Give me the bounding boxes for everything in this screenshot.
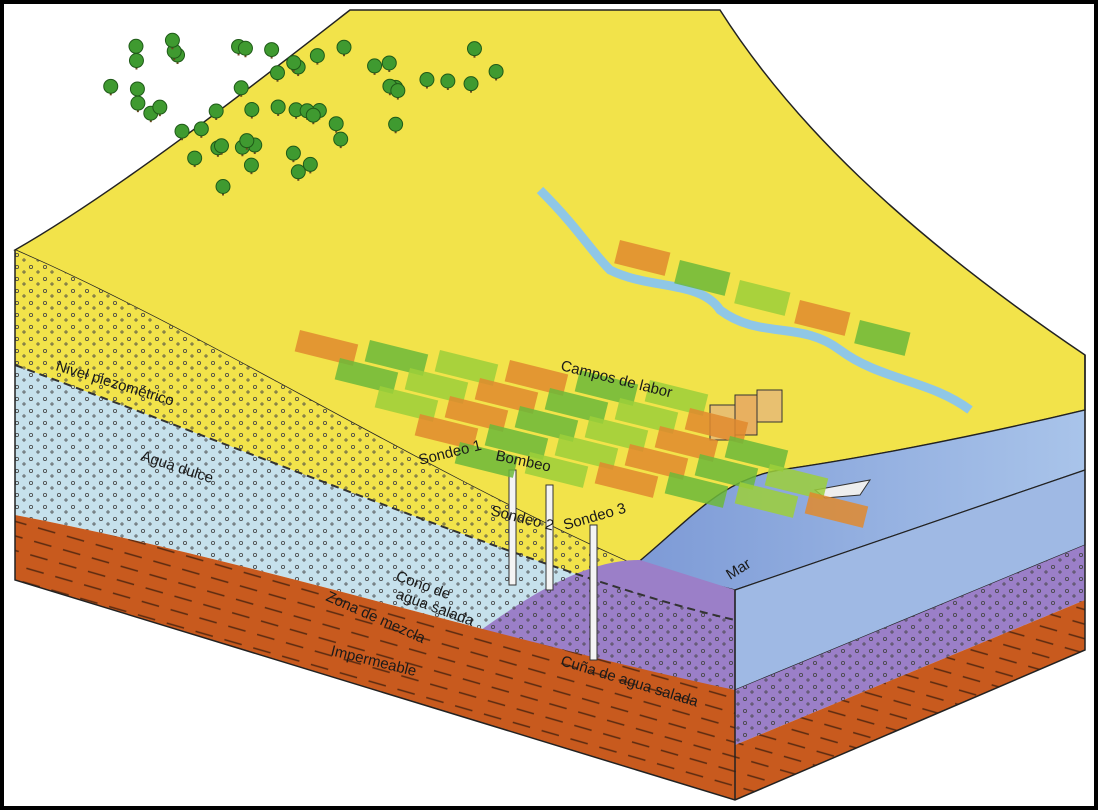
tree xyxy=(103,78,119,94)
impermeable-texture xyxy=(15,515,735,800)
tree xyxy=(237,40,253,56)
field xyxy=(574,370,639,406)
aquifer-texture xyxy=(15,365,735,690)
tree xyxy=(164,32,180,48)
field xyxy=(414,414,479,450)
field xyxy=(454,442,519,478)
field xyxy=(734,280,791,316)
well xyxy=(589,524,598,661)
field xyxy=(404,367,469,404)
field xyxy=(654,426,719,462)
brown-texture xyxy=(735,600,1085,800)
field xyxy=(664,472,729,508)
tree xyxy=(440,73,456,89)
tree xyxy=(463,76,479,92)
field xyxy=(334,358,399,394)
well xyxy=(508,469,517,586)
field xyxy=(724,435,789,472)
tree xyxy=(128,53,144,69)
tree xyxy=(390,83,406,99)
field xyxy=(674,260,731,296)
field xyxy=(294,330,359,366)
field xyxy=(614,398,679,434)
field xyxy=(804,492,869,528)
tree xyxy=(152,99,168,115)
field xyxy=(644,380,709,416)
river xyxy=(536,186,973,414)
field xyxy=(374,386,439,422)
tree xyxy=(333,131,349,147)
tree xyxy=(270,99,286,115)
tree xyxy=(187,150,203,166)
tree xyxy=(130,95,146,111)
tree xyxy=(215,178,231,194)
tree xyxy=(269,65,285,81)
tree xyxy=(128,38,144,54)
tree xyxy=(213,138,229,154)
field xyxy=(734,482,799,518)
tree xyxy=(243,157,259,173)
tree xyxy=(129,81,145,97)
tree xyxy=(302,156,318,172)
field xyxy=(854,320,911,356)
field xyxy=(794,300,851,336)
field xyxy=(594,462,659,498)
tree xyxy=(336,39,352,55)
tree xyxy=(381,55,397,71)
field xyxy=(764,463,829,500)
field xyxy=(504,360,569,396)
field xyxy=(514,406,579,442)
tree xyxy=(233,80,249,96)
field xyxy=(524,452,589,488)
tree xyxy=(328,116,344,132)
field xyxy=(694,454,759,490)
tree xyxy=(174,123,190,139)
tree xyxy=(239,133,255,149)
purple-texture xyxy=(735,545,1085,745)
sea-surface xyxy=(633,409,1086,591)
tree xyxy=(290,164,306,180)
field xyxy=(474,378,539,414)
tree xyxy=(208,103,224,119)
field xyxy=(434,350,499,386)
water-table xyxy=(14,364,736,621)
tree xyxy=(305,107,321,123)
field xyxy=(684,407,749,444)
field xyxy=(584,416,649,452)
tree xyxy=(388,116,404,132)
field xyxy=(614,239,671,276)
tree xyxy=(285,145,301,161)
tree xyxy=(193,121,209,137)
tree xyxy=(244,102,260,118)
field xyxy=(444,395,509,432)
tree xyxy=(264,42,280,58)
tree xyxy=(488,63,504,79)
tree xyxy=(286,55,302,71)
field xyxy=(544,388,609,424)
tree xyxy=(419,72,435,88)
field xyxy=(484,423,549,460)
field xyxy=(554,433,619,470)
block-outline xyxy=(14,250,1086,801)
field xyxy=(624,444,689,480)
tree xyxy=(367,58,383,74)
gravel-texture xyxy=(15,250,735,620)
tree xyxy=(466,41,482,57)
tree xyxy=(309,48,325,64)
well xyxy=(545,484,554,591)
field xyxy=(364,340,429,376)
